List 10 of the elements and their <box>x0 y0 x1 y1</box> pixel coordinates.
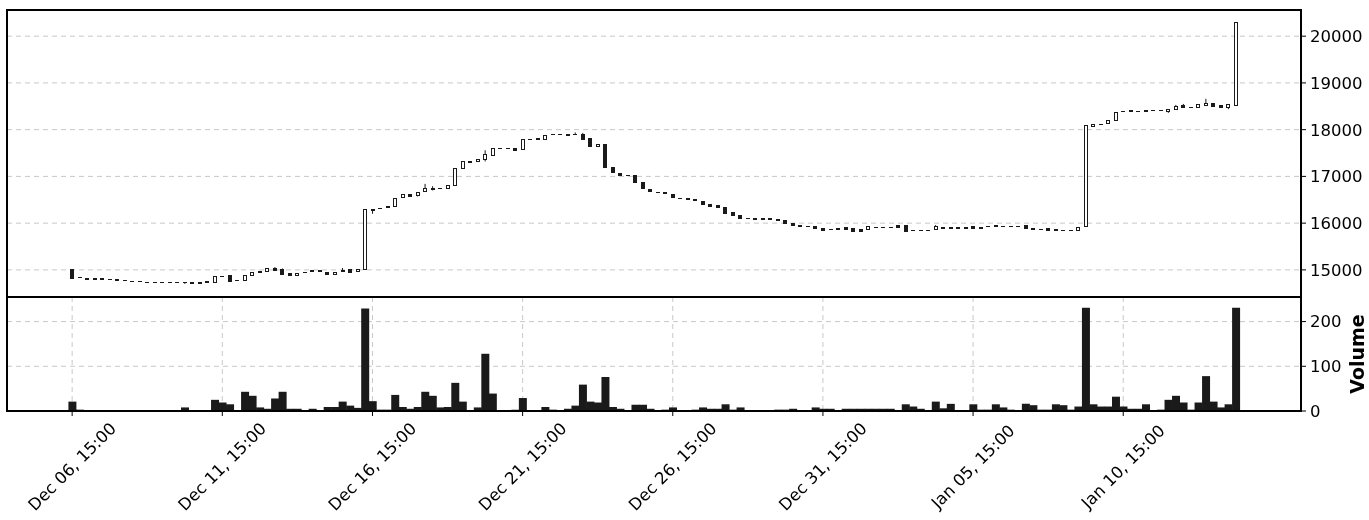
y-axis-title: Volume <box>1346 314 1368 394</box>
y-tick-label: 16000 <box>1310 214 1363 233</box>
y-tick-label: 0 <box>1310 401 1321 421</box>
y-tick-label: 200 <box>1310 312 1342 332</box>
y-tick-label: 18000 <box>1310 120 1363 140</box>
y-tick-label: 19000 <box>1310 73 1363 93</box>
y-tick-label: 20000 <box>1310 27 1363 47</box>
y-tick-label: 100 <box>1310 357 1342 377</box>
y-tick-label: 15000 <box>1310 260 1363 280</box>
y-tick-label: 17000 <box>1310 167 1363 187</box>
